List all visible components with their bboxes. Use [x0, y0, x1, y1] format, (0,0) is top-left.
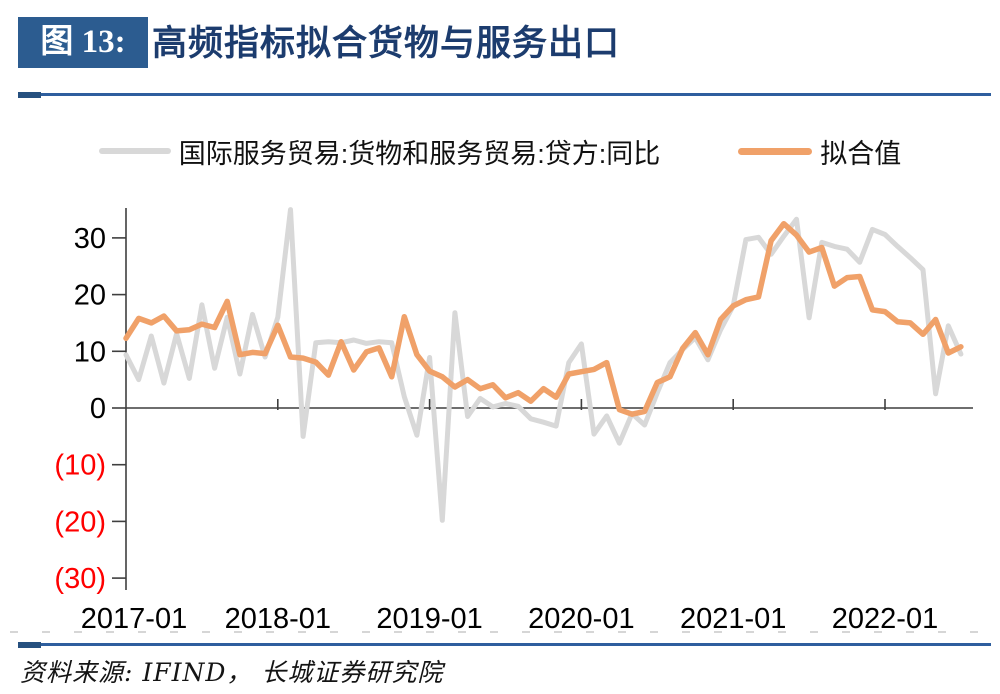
figure-title: 高频指标拟合货物与服务出口 [152, 24, 621, 63]
footer-rule-line [18, 643, 991, 646]
y-tick-label: 0 [90, 393, 106, 425]
y-tick-label: (20) [54, 506, 106, 538]
x-tick-label: 2017-01 [81, 603, 187, 635]
y-tick-label: (30) [54, 563, 106, 595]
footer-rule [18, 642, 991, 648]
figure-label-badge: 图 13: [18, 17, 148, 68]
x-tick-label: 2021-01 [680, 603, 786, 635]
x-tick-label: 2018-01 [225, 603, 331, 635]
x-tick-label: 2022-01 [832, 603, 938, 635]
series-line-fitted [123, 220, 964, 417]
legend-item-fitted: 拟合值 [738, 132, 901, 171]
y-tick-label: 20 [74, 280, 106, 312]
legend-label-fitted: 拟合值 [820, 138, 902, 169]
x-tick-label: 2019-01 [376, 603, 482, 635]
legend-item-actual: 国际服务贸易:货物和服务贸易:贷方:同比 [98, 132, 661, 171]
series-line-actual [123, 207, 964, 523]
source-text: 资料来源: IFIND， 长城证券研究院 [20, 658, 444, 687]
header-rule-cap [18, 92, 41, 98]
header-rule-line [18, 93, 991, 96]
header-rule [18, 92, 991, 98]
y-tick-label: 30 [74, 223, 106, 255]
chart-legend: 国际服务贸易:货物和服务贸易:贷方:同比 拟合值 [0, 131, 1000, 171]
y-tick-label: 10 [74, 336, 106, 368]
orange-line-swatch [738, 147, 813, 155]
x-tick-label: 2020-01 [528, 603, 634, 635]
gray-line-swatch [98, 148, 171, 154]
y-tick-label: (10) [54, 450, 106, 482]
footer-rule-cap [18, 642, 41, 648]
legend-label-actual: 国际服务贸易:货物和服务贸易:贷方:同比 [178, 138, 661, 169]
